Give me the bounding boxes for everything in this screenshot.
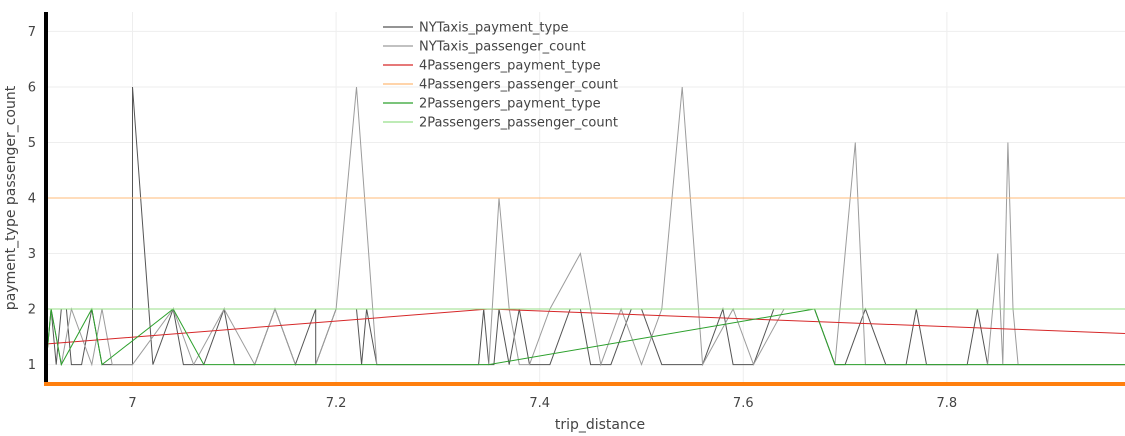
y-tick-label: 2 bbox=[28, 303, 36, 318]
x-tick-label: 7.2 bbox=[326, 396, 347, 411]
y-tick-label: 7 bbox=[28, 25, 36, 40]
legend-item[interactable]: 2Passengers_passenger_count bbox=[383, 116, 618, 131]
y-tick-label: 5 bbox=[28, 136, 36, 151]
legend-label: 4Passengers_payment_type bbox=[419, 59, 601, 74]
legend-item[interactable]: 4Passengers_passenger_count bbox=[383, 78, 618, 93]
legend-label: 4Passengers_passenger_count bbox=[419, 78, 618, 93]
legend-label: 2Passengers_passenger_count bbox=[419, 116, 618, 131]
legend-item[interactable]: 4Passengers_payment_type bbox=[383, 59, 601, 74]
legend-label: NYTaxis_passenger_count bbox=[419, 40, 586, 55]
x-tick-label: 7.6 bbox=[733, 396, 754, 411]
y-tick-label: 1 bbox=[28, 358, 36, 373]
y-tick-label: 4 bbox=[28, 192, 36, 207]
legend-label: NYTaxis_payment_type bbox=[419, 21, 568, 36]
y-tick-label: 6 bbox=[28, 80, 36, 95]
x-tick-label: 7 bbox=[128, 396, 136, 411]
x-axis-title: trip_distance bbox=[555, 417, 645, 433]
legend[interactable]: NYTaxis_payment_type NYTaxis_passenger_co… bbox=[383, 21, 618, 131]
y-tick-label: 3 bbox=[28, 247, 36, 262]
x-ticks: 7 7.2 7.4 7.6 7.8 bbox=[128, 396, 957, 411]
series-line-2Passengers_payment_type[interactable] bbox=[45, 307, 1125, 367]
axes bbox=[44, 12, 1125, 386]
legend-item[interactable]: NYTaxis_passenger_count bbox=[383, 40, 586, 55]
x-tick-label: 7.4 bbox=[529, 396, 550, 411]
y-axis-title: payment_type passenger_count bbox=[3, 85, 19, 310]
x-tick-label: 7.8 bbox=[937, 396, 958, 411]
legend-item[interactable]: NYTaxis_payment_type bbox=[383, 21, 568, 36]
series-lines bbox=[45, 86, 1125, 367]
legend-label: 2Passengers_payment_type bbox=[419, 97, 601, 112]
legend-item[interactable]: 2Passengers_payment_type bbox=[383, 97, 601, 112]
y-ticks: 1 2 3 4 5 6 7 bbox=[28, 25, 36, 373]
